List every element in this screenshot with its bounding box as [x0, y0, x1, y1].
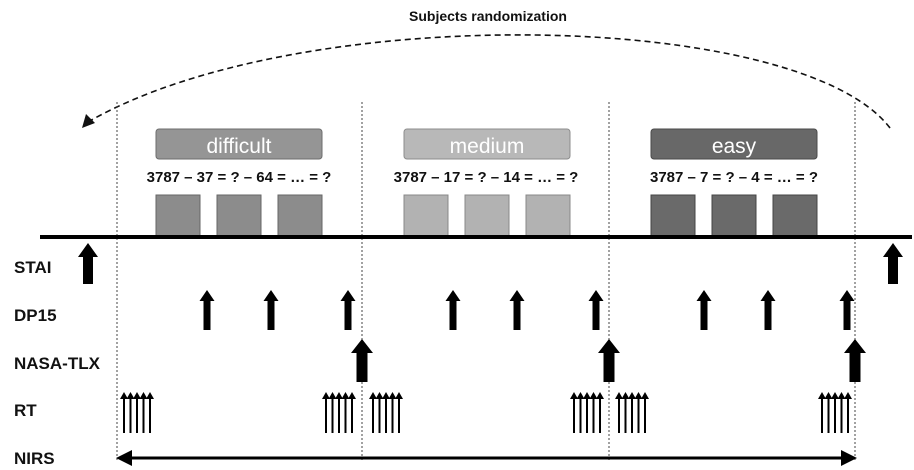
row-label-nirs: NIRS — [14, 449, 55, 468]
equation-difficult: 3787 – 37 = ? – 64 = … = ? — [147, 169, 332, 186]
condition-label-medium: medium — [450, 135, 525, 158]
rt-arrow — [120, 392, 128, 433]
equation-easy: 3787 – 7 = ? – 4 = … = ? — [650, 169, 818, 186]
stai-arrow — [883, 243, 903, 284]
stai-arrow — [78, 243, 98, 284]
rt-arrow — [621, 392, 630, 433]
dp15-arrow — [340, 290, 356, 330]
row-label-nasa-tlx: NASA-TLX — [14, 354, 101, 373]
rt-arrow — [133, 392, 141, 433]
rt-arrow — [831, 392, 839, 433]
rt-arrow — [382, 392, 390, 433]
dp15-arrow — [588, 290, 604, 330]
task-box — [403, 194, 449, 237]
rt-arrow — [628, 392, 636, 433]
task-box — [650, 194, 696, 237]
rt-arrow — [328, 392, 337, 433]
nasa-tlx-arrow — [844, 339, 866, 382]
task-box — [464, 194, 510, 237]
dp15-arrow — [839, 290, 855, 330]
nasa-tlx-arrows — [351, 339, 866, 382]
task-box — [711, 194, 757, 237]
rt-arrow — [348, 392, 356, 433]
rt-arrow — [589, 392, 598, 433]
randomization-arrowhead — [82, 114, 95, 128]
rt-arrow — [341, 392, 350, 433]
rt-arrow — [146, 392, 154, 433]
task-box — [216, 194, 262, 237]
dp15-arrow — [199, 290, 215, 330]
condition-medium: medium 3787 – 17 = ? – 14 = … = ? — [394, 128, 579, 237]
rt-arrow — [375, 392, 384, 433]
condition-header-difficult — [155, 128, 323, 160]
rt-arrow — [335, 392, 343, 433]
task-box — [155, 194, 201, 237]
rt-arrow — [570, 392, 578, 433]
block-separators — [116, 102, 856, 462]
rt-arrow — [139, 392, 148, 433]
rt-arrow — [369, 392, 377, 433]
randomization-arc — [87, 34, 891, 129]
stai-arrows — [78, 243, 903, 284]
dp15-arrow — [263, 290, 279, 330]
rt-arrow — [322, 392, 330, 433]
condition-header-medium — [403, 128, 571, 160]
task-box — [277, 194, 323, 237]
rt-arrow — [126, 392, 135, 433]
nasa-tlx-arrow — [598, 339, 620, 382]
dp15-arrows — [199, 290, 855, 330]
dp15-arrow — [696, 290, 712, 330]
rt-arrow — [837, 392, 846, 433]
rt-arrow — [634, 392, 643, 433]
row-label-stai: STAI — [14, 258, 51, 277]
row-label-rt: RT — [14, 401, 37, 420]
row-label-dp15: DP15 — [14, 306, 57, 325]
condition-difficult: difficult 3787 – 37 = ? – 64 = … = ? — [147, 128, 332, 237]
task-box — [525, 194, 571, 237]
nirs-recording-arrow — [116, 450, 857, 466]
rt-arrow — [641, 392, 649, 433]
dp15-arrow — [509, 290, 525, 330]
rt-arrow — [824, 392, 833, 433]
condition-header-easy — [650, 128, 818, 160]
dp15-arrow — [760, 290, 776, 330]
rt-arrow — [395, 392, 403, 433]
rt-arrow — [583, 392, 591, 433]
task-box — [772, 194, 818, 237]
randomization-title: Subjects randomization — [409, 8, 567, 24]
condition-label-easy: easy — [712, 135, 757, 158]
rt-arrow — [844, 392, 852, 433]
rt-arrow — [388, 392, 397, 433]
rt-arrow — [818, 392, 826, 433]
rt-arrow — [615, 392, 623, 433]
rt-arrow — [596, 392, 604, 433]
condition-label-difficult: difficult — [207, 135, 272, 158]
equation-medium: 3787 – 17 = ? – 14 = … = ? — [394, 169, 579, 186]
rt-arrows — [120, 392, 852, 433]
rt-arrow — [576, 392, 585, 433]
condition-easy: easy 3787 – 7 = ? – 4 = … = ? — [650, 128, 818, 237]
nasa-tlx-arrow — [351, 339, 373, 382]
dp15-arrow — [445, 290, 461, 330]
